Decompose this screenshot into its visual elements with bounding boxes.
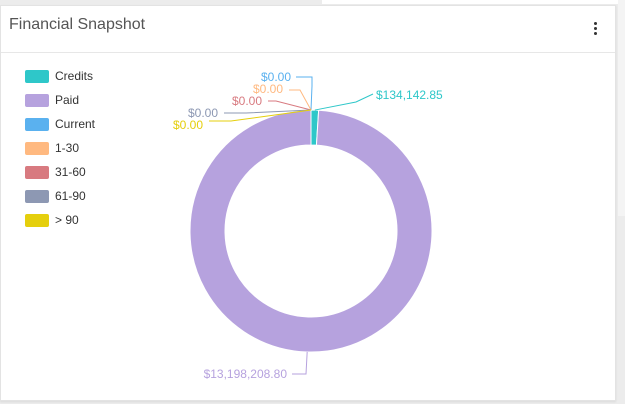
- legend-swatch: [25, 213, 49, 227]
- legend-swatch: [25, 189, 49, 203]
- slice-paid[interactable]: [189, 109, 433, 353]
- legend-label: 61-90: [55, 189, 86, 203]
- data-label-1-30: $0.00: [253, 82, 283, 96]
- legend-swatch: [25, 165, 49, 179]
- background-panel: [618, 0, 625, 216]
- legend-item-current[interactable]: Current: [25, 112, 95, 136]
- legend-item-1-30[interactable]: 1-30: [25, 136, 95, 160]
- legend-label: > 90: [55, 213, 79, 227]
- data-label-paid: $13,198,208.80: [204, 367, 288, 381]
- leader-line-61-90: [224, 109, 312, 114]
- leader-line-credits: [314, 93, 374, 111]
- legend-label: Paid: [55, 93, 80, 107]
- legend-item-paid[interactable]: Paid: [25, 88, 95, 112]
- data-label-over-90: $0.00: [173, 118, 203, 132]
- legend-label: Current: [55, 117, 96, 131]
- legend-item-61-90[interactable]: 61-90: [25, 184, 95, 208]
- legend-swatch: [25, 69, 49, 83]
- card-title: Financial Snapshot: [9, 16, 146, 33]
- vertical-ellipsis-icon[interactable]: [592, 22, 598, 38]
- card-header: Financial Snapshot: [1, 6, 615, 53]
- leader-line-current: [296, 76, 313, 111]
- legend-swatch: [25, 117, 49, 131]
- legend-item-31-60[interactable]: 31-60: [25, 160, 95, 184]
- data-label-credits: $134,142.85: [376, 88, 443, 102]
- background-strip: [322, 0, 625, 4]
- leader-line-31-60: [268, 100, 312, 111]
- legend-item-over-90[interactable]: > 90: [25, 208, 95, 232]
- data-label-current: $0.00: [261, 70, 291, 84]
- chart-legend: Credits Paid Current 1-30 31-60 61-90 > …: [25, 64, 95, 232]
- data-label-31-60: $0.00: [232, 94, 262, 108]
- data-label-61-90: $0.00: [188, 106, 218, 120]
- leader-line-1-30: [289, 89, 312, 111]
- leader-line-over-90: [209, 109, 312, 122]
- legend-label: 1-30: [55, 141, 80, 155]
- legend-swatch: [25, 93, 49, 107]
- legend-label: Credits: [55, 69, 94, 83]
- legend-item-credits[interactable]: Credits: [25, 64, 95, 88]
- legend-swatch: [25, 141, 49, 155]
- leader-line-paid: [292, 351, 308, 375]
- legend-label: 31-60: [55, 165, 86, 179]
